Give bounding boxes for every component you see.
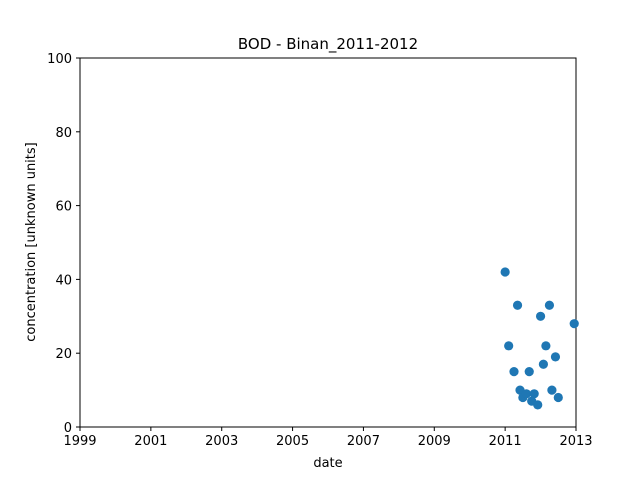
data-point xyxy=(541,341,551,351)
y-tick-label: 0 xyxy=(64,421,72,436)
data-point xyxy=(569,319,579,329)
data-point xyxy=(544,300,555,310)
y-tick-label: 100 xyxy=(47,52,72,67)
plot-frame xyxy=(79,57,577,428)
y-tick-label: 60 xyxy=(55,200,72,215)
data-point xyxy=(533,400,543,410)
chart-title: BOD - Binan_2011-2012 xyxy=(238,35,418,54)
x-tick-label: 2009 xyxy=(418,434,451,449)
data-points xyxy=(500,267,579,410)
data-point xyxy=(509,367,519,377)
data-point xyxy=(538,359,549,369)
data-point xyxy=(512,300,523,310)
data-point xyxy=(524,367,534,377)
y-axis: 0 20 40 60 80 100 xyxy=(47,52,80,436)
x-axis-label: date xyxy=(313,456,342,471)
x-tick-label: 2001 xyxy=(134,434,167,449)
x-tick-label: 2003 xyxy=(205,434,238,449)
y-axis-label: concentration [unknown units] xyxy=(24,142,39,341)
x-tick-label: 2007 xyxy=(347,434,380,449)
x-tick-label: 2005 xyxy=(276,434,309,449)
data-point xyxy=(550,352,561,362)
data-point xyxy=(529,389,539,399)
x-tick-label: 2011 xyxy=(489,434,522,449)
y-tick-label: 40 xyxy=(55,273,72,288)
y-tick-label: 80 xyxy=(55,126,72,141)
data-point xyxy=(500,267,510,277)
x-tick-label: 2013 xyxy=(559,434,592,449)
data-point xyxy=(521,389,532,399)
data-point xyxy=(553,392,563,403)
plot-area xyxy=(79,57,577,428)
x-axis: 1999 2001 2003 2005 2007 2009 2011 2013 xyxy=(63,427,593,449)
data-point xyxy=(547,385,557,395)
data-point xyxy=(535,311,546,321)
y-tick-label: 20 xyxy=(55,347,72,362)
x-tick-label: 1999 xyxy=(63,434,96,449)
data-point xyxy=(504,341,514,351)
